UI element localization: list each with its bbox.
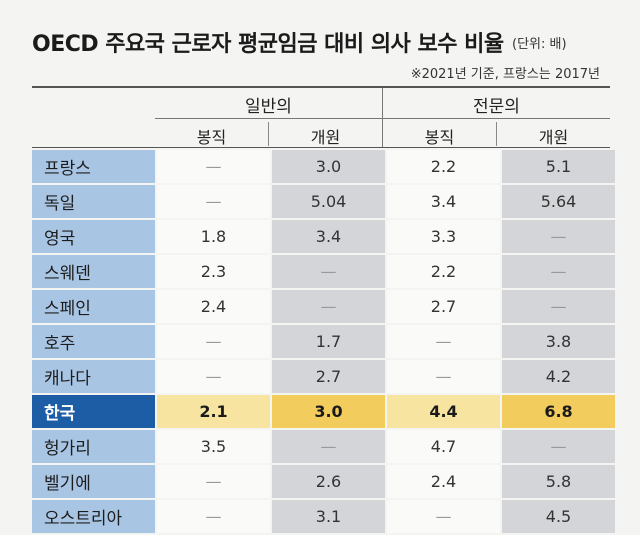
value-cell: — xyxy=(157,465,270,498)
top-rule xyxy=(32,86,610,88)
value-cell: 2.7 xyxy=(272,360,385,393)
group-header-general: 일반의 xyxy=(245,97,292,117)
subheader-divider xyxy=(268,122,269,146)
value-cell: 1.7 xyxy=(272,325,385,358)
group-underline-specialist xyxy=(383,118,610,119)
value-cell: 2.4 xyxy=(387,465,500,498)
value-cell: — xyxy=(157,150,270,183)
value-cell: — xyxy=(157,500,270,533)
value-cell: 5.64 xyxy=(502,185,615,218)
value-cell: — xyxy=(272,430,385,463)
country-label: 한국 xyxy=(32,395,155,428)
value-cell: — xyxy=(157,185,270,218)
subheader-general-practice: 개원 xyxy=(310,128,341,147)
value-cell: 1.8 xyxy=(157,220,270,253)
country-label: 프랑스 xyxy=(32,150,155,183)
group-separator xyxy=(382,88,383,148)
value-cell: 2.2 xyxy=(387,255,500,288)
value-cell: — xyxy=(387,500,500,533)
value-cell: — xyxy=(157,325,270,358)
value-cell: 4.2 xyxy=(502,360,615,393)
value-cell: 2.4 xyxy=(157,290,270,323)
table-row: 독일 —5.04 3.4 5.64 xyxy=(32,185,615,218)
table-row: 캐나다 —2.7—4.2 xyxy=(32,360,615,393)
value-cell: 5.8 xyxy=(502,465,615,498)
country-label: 영국 xyxy=(32,220,155,253)
table-row: 벨기에 —2.6 2.4 5.8 xyxy=(32,465,615,498)
table-row: 영국 1.8 3.4 3.3— xyxy=(32,220,615,253)
value-cell: 4.5 xyxy=(502,500,615,533)
country-label: 헝가리 xyxy=(32,430,155,463)
country-label: 스웨덴 xyxy=(32,255,155,288)
country-label: 독일 xyxy=(32,185,155,218)
value-cell: 4.7 xyxy=(387,430,500,463)
value-cell: 3.4 xyxy=(387,185,500,218)
value-cell: 2.1 xyxy=(157,395,270,428)
value-cell: 3.3 xyxy=(387,220,500,253)
header-rule xyxy=(32,147,610,148)
subheader-general-employed: 봉직 xyxy=(196,128,227,147)
subheader-specialist-practice: 개원 xyxy=(538,128,569,147)
value-cell: — xyxy=(272,255,385,288)
value-cell: — xyxy=(272,290,385,323)
value-cell: — xyxy=(157,360,270,393)
value-cell: 2.6 xyxy=(272,465,385,498)
table-row: 헝가리 3.5—4.7— xyxy=(32,430,615,463)
chart-title: OECD 주요국 근로자 평균임금 대비 의사 보수 비율 xyxy=(32,32,504,57)
value-cell: — xyxy=(502,290,615,323)
value-cell: 3.0 xyxy=(272,150,385,183)
country-label: 스페인 xyxy=(32,290,155,323)
value-cell: 4.4 xyxy=(387,395,500,428)
country-label: 오스트리아 xyxy=(32,500,155,533)
country-label: 벨기에 xyxy=(32,465,155,498)
value-cell: 3.5 xyxy=(157,430,270,463)
group-header-specialist: 전문의 xyxy=(473,97,520,117)
value-cell: 2.7 xyxy=(387,290,500,323)
value-cell: — xyxy=(387,325,500,358)
unit-label: (단위: 배) xyxy=(512,37,567,52)
value-cell: 3.1 xyxy=(272,500,385,533)
group-underline-general xyxy=(155,118,382,119)
footnote: ※2021년 기준, 프랑스는 2017년 xyxy=(410,67,600,82)
value-cell: 3.8 xyxy=(502,325,615,358)
table-row: 호주 —1.7—3.8 xyxy=(32,325,615,358)
value-cell: 6.8 xyxy=(502,395,615,428)
value-cell: — xyxy=(502,255,615,288)
country-label: 캐나다 xyxy=(32,360,155,393)
value-cell: — xyxy=(502,220,615,253)
country-label: 호주 xyxy=(32,325,155,358)
subheader-specialist-employed: 봉직 xyxy=(424,128,455,147)
table-body: 프랑스 —3.0 2.2 5.1 독일 —5.04 3.4 5.64 영국 1.8 3.4 3.3— 스… xyxy=(32,150,615,533)
value-cell: 5.04 xyxy=(272,185,385,218)
value-cell: 3.4 xyxy=(272,220,385,253)
value-cell: 2.2 xyxy=(387,150,500,183)
table-row: 스웨덴 2.3—2.2— xyxy=(32,255,615,288)
table-row: 한국 2.1 3.0 4.4 6.8 xyxy=(32,395,615,428)
value-cell: 2.3 xyxy=(157,255,270,288)
table-row: 오스트리아 —3.1—4.5 xyxy=(32,500,615,533)
value-cell: 3.0 xyxy=(272,395,385,428)
value-cell: 5.1 xyxy=(502,150,615,183)
subheader-divider xyxy=(496,122,497,146)
data-table: 프랑스 —3.0 2.2 5.1 독일 —5.04 3.4 5.64 영국 1.8 3.4 3.3— 스… xyxy=(32,148,615,535)
table-row: 스페인 2.4—2.7— xyxy=(32,290,615,323)
table-row: 프랑스 —3.0 2.2 5.1 xyxy=(32,150,615,183)
value-cell: — xyxy=(387,360,500,393)
value-cell: — xyxy=(502,430,615,463)
